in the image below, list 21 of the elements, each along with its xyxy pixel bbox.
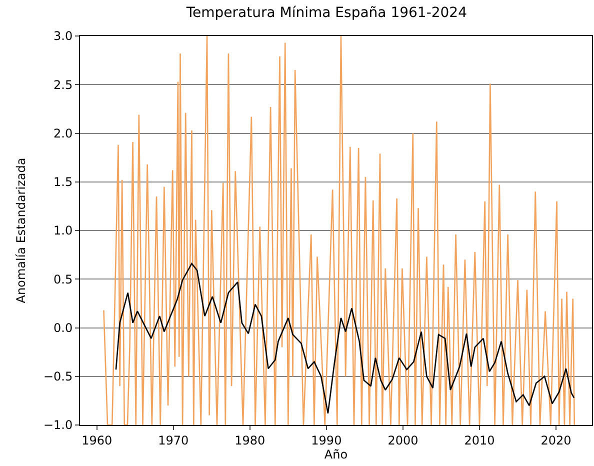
y-tick-label: 1.0 (54, 224, 73, 238)
y-tick-label: 2.5 (54, 78, 73, 92)
y-tick-label: 0.0 (54, 320, 73, 335)
x-tick-label: 1990 (311, 433, 342, 448)
x-tick-label: 2000 (388, 433, 418, 448)
y-tick-label: 3.0 (54, 29, 73, 44)
x-tick-label: 1980 (234, 433, 266, 448)
y-axis-title: Anomalía Estandarizada (14, 158, 28, 304)
x-tick-label: 1970 (158, 433, 189, 448)
y-tick-label: 0.5 (54, 272, 73, 286)
x-tick-label: 2020 (540, 433, 572, 448)
y-tick-label: 1.5 (54, 175, 73, 190)
x-tick-label: 2010 (464, 433, 495, 448)
y-tick-label: 2.0 (54, 126, 73, 140)
x-axis-title: Año (324, 447, 348, 462)
y-tick-label: −0.5 (43, 370, 73, 384)
chart-title: Temperatura Mínima España 1961-2024 (185, 4, 468, 21)
line-series (115, 262, 575, 414)
x-tick-label: 1960 (82, 433, 112, 448)
y-tick-label: −1.0 (43, 418, 73, 432)
line-series (103, 36, 576, 425)
